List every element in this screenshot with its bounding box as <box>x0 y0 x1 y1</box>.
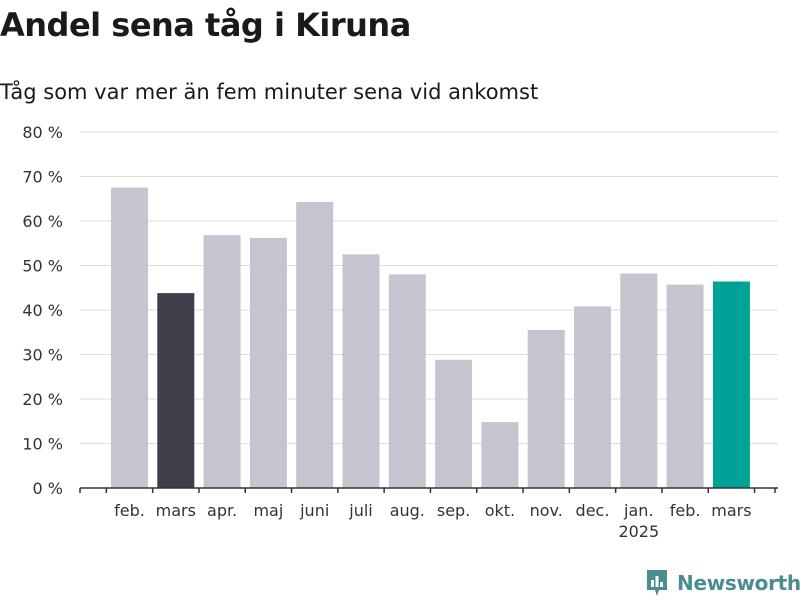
bar-7 <box>388 274 426 488</box>
y-tick-label: 10 % <box>22 435 63 454</box>
bar-12 <box>620 273 658 488</box>
x-tick-label: feb. <box>114 501 145 520</box>
bar-6 <box>342 254 380 488</box>
y-axis-tick-labels: 0 % 10 % 20 % 30 % 40 % 50 % 60 % 70 % 80 % <box>22 123 63 498</box>
x-tick-label: juni <box>299 501 329 520</box>
x-tick-label: jan. <box>623 501 653 520</box>
bar-4 <box>249 237 287 488</box>
newsworthy-logo-icon <box>647 570 667 596</box>
brand-name: Newsworthy <box>677 571 800 595</box>
gridlines <box>80 131 778 444</box>
bar-8 <box>435 359 473 488</box>
bar-11 <box>574 306 611 488</box>
x-tick-label: mars <box>156 501 196 520</box>
chart-subtitle: Tåg som var mer än fem minuter sena vid … <box>0 80 539 104</box>
x-tick-label: okt. <box>485 501 515 520</box>
x-axis-tick-labels: feb. mars apr. maj juni juli aug. sep. okt. nov. d… <box>114 501 751 541</box>
bar-2 <box>157 293 195 488</box>
bar-14 <box>712 281 750 488</box>
bar-3 <box>203 235 241 488</box>
y-tick-label: 30 % <box>22 346 63 365</box>
y-tick-label: 0 % <box>33 479 63 498</box>
x-tick-label: aug. <box>390 501 425 520</box>
x-tick-label: dec. <box>576 501 610 520</box>
bar-9 <box>481 422 519 488</box>
x-tick-label: mars <box>711 501 751 520</box>
y-tick-label: 20 % <box>22 390 63 409</box>
x-year-label: 2025 <box>618 522 659 541</box>
y-tick-label: 70 % <box>22 168 63 187</box>
x-axis <box>79 487 778 493</box>
brand-logo: Newsworthy <box>645 568 800 598</box>
y-tick-label: 50 % <box>22 257 63 276</box>
chart-title: Andel sena tåg i Kiruna <box>0 6 411 44</box>
bar-1 <box>111 187 148 488</box>
x-tick-label: maj <box>253 501 283 520</box>
y-tick-label: 80 % <box>22 123 63 142</box>
bar-10 <box>527 330 565 488</box>
bar-5 <box>296 201 334 488</box>
x-tick-label: nov. <box>530 501 563 520</box>
x-tick-label: juli <box>348 501 372 520</box>
x-tick-label: feb. <box>670 501 701 520</box>
x-tick-label: apr. <box>207 501 237 520</box>
y-tick-label: 60 % <box>22 212 63 231</box>
bar-13 <box>666 284 704 488</box>
bars <box>111 187 750 488</box>
x-tick-label: sep. <box>437 501 470 520</box>
y-tick-label: 40 % <box>22 301 63 320</box>
